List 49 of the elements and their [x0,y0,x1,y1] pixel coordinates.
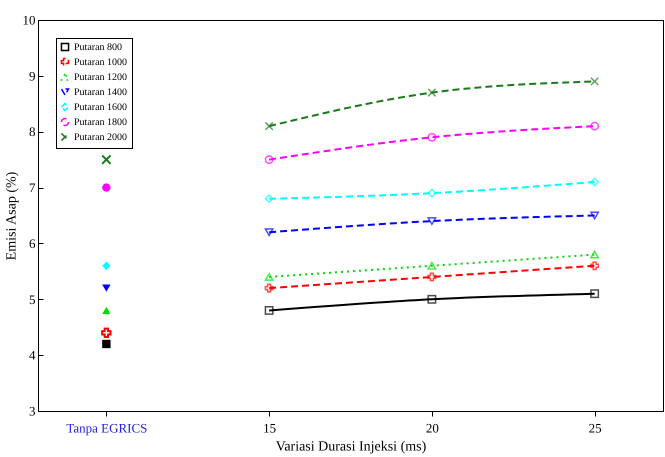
point [264,306,274,315]
y-tick-label: 5 [29,292,36,307]
point [590,289,600,298]
y-tick-label: 4 [29,348,36,363]
legend-label: Putaran 1600 [74,102,128,113]
point [427,132,436,142]
point [102,183,111,192]
point [590,250,600,259]
legend-label: Putaran 1400 [74,87,128,98]
y-tick-label: 6 [29,236,36,251]
point [427,262,436,270]
point [264,272,274,281]
legend-label: Putaran 800 [74,42,122,53]
y-tick-label: 8 [29,124,36,140]
point [264,194,274,204]
point [102,262,111,270]
point [101,328,112,338]
point [264,122,274,131]
point [590,212,600,220]
point [101,154,112,165]
y-axis-title: Emisi Asap (%) [4,171,20,260]
point [590,261,600,270]
x-axis-title: Variasi Durasi Injeksi (ms) [276,440,427,454]
y-tick-label: 9 [29,68,36,84]
point [427,188,436,198]
legend-label: Putaran 1200 [74,72,128,83]
x-tick-label: 25 [588,420,602,436]
point [590,122,600,131]
point [264,228,274,236]
point [427,88,436,98]
point [427,294,436,304]
point [264,284,274,293]
point [102,284,111,292]
y-tick-label: 10 [22,12,36,28]
y-tick-label: 3 [29,404,36,418]
legend-label: Putaran 1800 [74,117,128,128]
point [102,340,111,348]
x-tick-label: 20 [426,420,439,436]
point [427,217,436,226]
legend-label: Putaran 2000 [74,132,128,143]
point [102,306,111,314]
point [590,178,600,186]
point [264,155,274,164]
x-tick-label: 15 [263,420,276,436]
y-tick-label: 7 [29,180,36,196]
x-tick-label: Tanpa EGRICS [66,420,148,436]
point [590,76,600,86]
legend-label: Putaran 1000 [74,57,128,68]
point [427,272,436,282]
